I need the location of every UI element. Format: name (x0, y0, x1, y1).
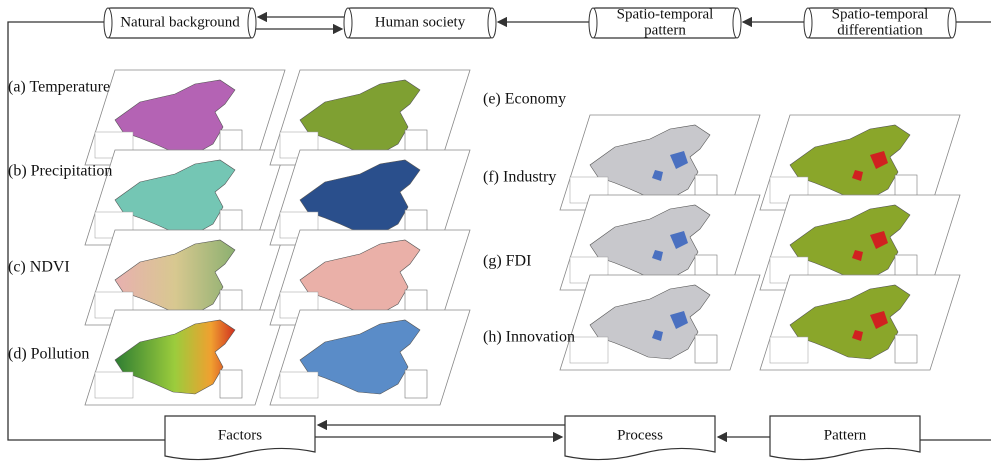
footer-label: Process (617, 427, 663, 443)
map-layer (85, 310, 285, 405)
header-label: pattern (644, 22, 686, 38)
layer-label: (c) NDVI (8, 259, 70, 276)
diagram: Natural background Human society Spatio-te… (0, 0, 991, 461)
map-layer (270, 310, 470, 405)
layer-label: (e) Economy (483, 91, 566, 108)
layer-label: (g) FDI (483, 253, 531, 270)
header-label: Spatio-temporal (832, 6, 929, 22)
map-inset (895, 335, 917, 363)
header-label: Spatio-temporal (617, 6, 714, 22)
box-cap (248, 8, 256, 38)
box-cap (104, 8, 112, 38)
map-layer (560, 275, 760, 370)
header-label: differentiation (837, 22, 923, 38)
map-layer (760, 275, 960, 370)
layer-label: (h) Innovation (483, 329, 575, 346)
map-inset (695, 335, 717, 363)
header-label: Human society (375, 14, 466, 30)
footer-label: Factors (218, 427, 262, 443)
box-cap (804, 8, 812, 38)
header-label: Natural background (120, 14, 240, 30)
map-legend (570, 337, 608, 363)
map-legend (280, 372, 318, 398)
layer-label: (a) Temperature (8, 79, 110, 96)
box-cap (488, 8, 496, 38)
box-cap (948, 8, 956, 38)
layer-label: (f) Industry (483, 169, 556, 186)
layer-label: (b) Precipitation (8, 163, 112, 180)
box-cap (344, 8, 352, 38)
footer-label: Pattern (824, 427, 867, 443)
map-legend (770, 337, 808, 363)
box-cap (589, 8, 597, 38)
map-legend (95, 372, 133, 398)
map-layers (85, 70, 960, 405)
box-cap (733, 8, 741, 38)
layer-label: (d) Pollution (8, 346, 89, 363)
map-inset (220, 370, 242, 398)
map-inset (405, 370, 427, 398)
